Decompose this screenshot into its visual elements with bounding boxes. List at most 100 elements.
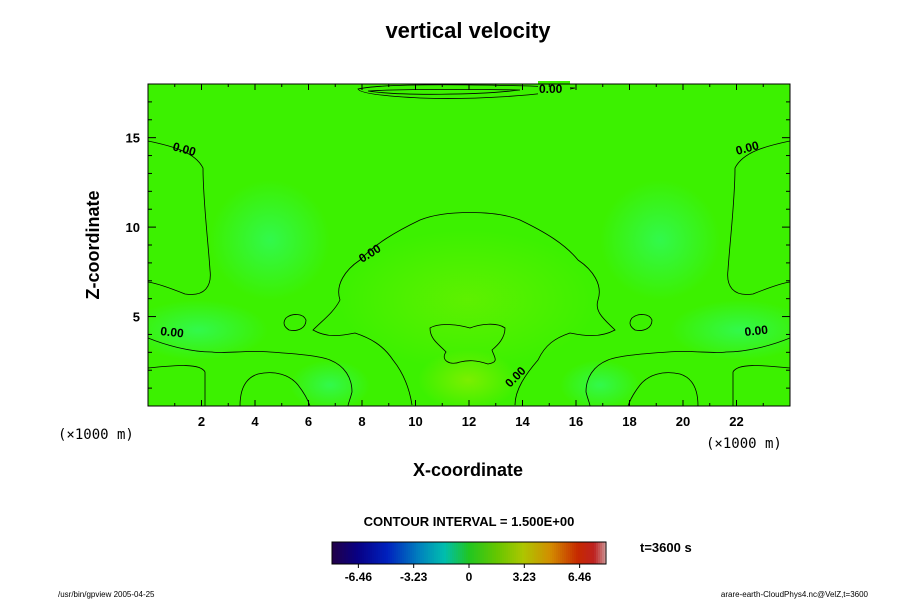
x-tick-label: 8 <box>358 414 365 429</box>
x-tick-label: 16 <box>569 414 583 429</box>
colorbar-cell <box>380 542 383 564</box>
colorbar-cell <box>458 542 461 564</box>
colorbar <box>331 541 607 565</box>
colorbar-cell <box>376 542 379 564</box>
colorbar-cell <box>600 542 603 564</box>
time-label: t=3600 s <box>640 540 692 555</box>
colorbar-cell <box>550 542 553 564</box>
x-tick-label: 18 <box>622 414 636 429</box>
colorbar-tick-label: -6.46 <box>345 570 373 584</box>
colorbar-cell <box>452 542 455 564</box>
colorbar-cell <box>416 542 419 564</box>
colorbar-cell <box>440 542 443 564</box>
colorbar-cell <box>598 542 601 564</box>
contour-line <box>429 323 506 365</box>
field-shade <box>670 300 790 360</box>
footer-left: /usr/bin/gpview 2005-04-25 <box>58 590 155 599</box>
colorbar-cell <box>576 542 579 564</box>
colorbar-cell <box>554 542 557 564</box>
colorbar-cell <box>364 542 367 564</box>
colorbar-cell <box>354 542 357 564</box>
colorbar-cell <box>578 542 581 564</box>
colorbar-cell <box>540 542 543 564</box>
colorbar-cell <box>512 542 515 564</box>
y-tick-label: 10 <box>126 220 140 235</box>
colorbar-cell <box>420 542 423 564</box>
colorbar-cell <box>604 542 607 564</box>
colorbar-cell <box>336 542 339 564</box>
colorbar-cell <box>362 542 365 564</box>
field-shade <box>148 300 268 360</box>
contour-line <box>283 314 307 331</box>
x-tick-label: 2 <box>198 414 205 429</box>
colorbar-cell <box>398 542 401 564</box>
colorbar-cell <box>434 542 437 564</box>
colorbar-cell <box>432 542 435 564</box>
y-axis-title: Z-coordinate <box>83 190 103 299</box>
colorbar-cell <box>408 542 411 564</box>
colorbar-cell <box>592 542 595 564</box>
colorbar-cell <box>384 542 387 564</box>
colorbar-cell <box>396 542 399 564</box>
x-tick-label: 22 <box>729 414 743 429</box>
colorbar-cell <box>586 542 589 564</box>
colorbar-cell <box>504 542 507 564</box>
colorbar-cell <box>410 542 413 564</box>
contour-line <box>148 140 211 295</box>
colorbar-cell <box>524 542 527 564</box>
colorbar-cell <box>356 542 359 564</box>
colorbar-cell <box>570 542 573 564</box>
contour-line <box>732 365 790 406</box>
colorbar-cell <box>510 542 513 564</box>
x-unit-label: (×1000 m) <box>706 436 782 452</box>
colorbar-cell <box>494 542 497 564</box>
field-shade <box>600 180 720 300</box>
x-axis-title: X-coordinate <box>413 460 523 480</box>
field-shade <box>290 360 370 406</box>
colorbar-cell <box>386 542 389 564</box>
colorbar-cell <box>422 542 425 564</box>
footer-right: arare-earth-CloudPhys4.nc@VelZ,t=3600 <box>721 590 869 599</box>
x-tick-label: 14 <box>515 414 530 429</box>
contour-line <box>148 337 353 406</box>
contour-line <box>727 140 790 295</box>
colorbar-cell <box>438 542 441 564</box>
x-tick-label: 6 <box>305 414 312 429</box>
colorbar-cell <box>558 542 561 564</box>
colorbar-cell <box>496 542 499 564</box>
colorbar-cell <box>344 542 347 564</box>
colorbar-cell <box>564 542 567 564</box>
colorbar-cell <box>378 542 381 564</box>
colorbar-cell <box>488 542 491 564</box>
colorbar-cell <box>346 542 349 564</box>
colorbar-cell <box>470 542 473 564</box>
colorbar-cell <box>350 542 353 564</box>
contour-label: 0.00 <box>734 138 760 158</box>
colorbar-cell <box>462 542 465 564</box>
colorbar-cell <box>532 542 535 564</box>
colorbar-cell <box>338 542 341 564</box>
colorbar-cell <box>430 542 433 564</box>
plot-area <box>148 84 790 406</box>
colorbar-cell <box>352 542 355 564</box>
x-tick-label: 12 <box>462 414 476 429</box>
colorbar-cell <box>484 542 487 564</box>
colorbar-cell <box>456 542 459 564</box>
colorbar-cell <box>348 542 351 564</box>
colorbar-cell <box>552 542 555 564</box>
colorbar-cell <box>596 542 599 564</box>
contour-interval: CONTOUR INTERVAL = 1.500E+00 <box>364 514 575 529</box>
colorbar-cell <box>464 542 467 564</box>
colorbar-cell <box>530 542 533 564</box>
field-shade <box>560 360 640 406</box>
colorbar-cell <box>518 542 521 564</box>
colorbar-cell <box>382 542 385 564</box>
colorbar-cell <box>400 542 403 564</box>
colorbar-cell <box>480 542 483 564</box>
colorbar-cell <box>454 542 457 564</box>
colorbar-cell <box>342 542 345 564</box>
colorbar-cell <box>560 542 563 564</box>
colorbar-ticks: -6.46 -3.23 0 3.23 6.46 <box>345 564 592 584</box>
contour-label: 0.00 <box>160 324 185 340</box>
colorbar-cell <box>500 542 503 564</box>
